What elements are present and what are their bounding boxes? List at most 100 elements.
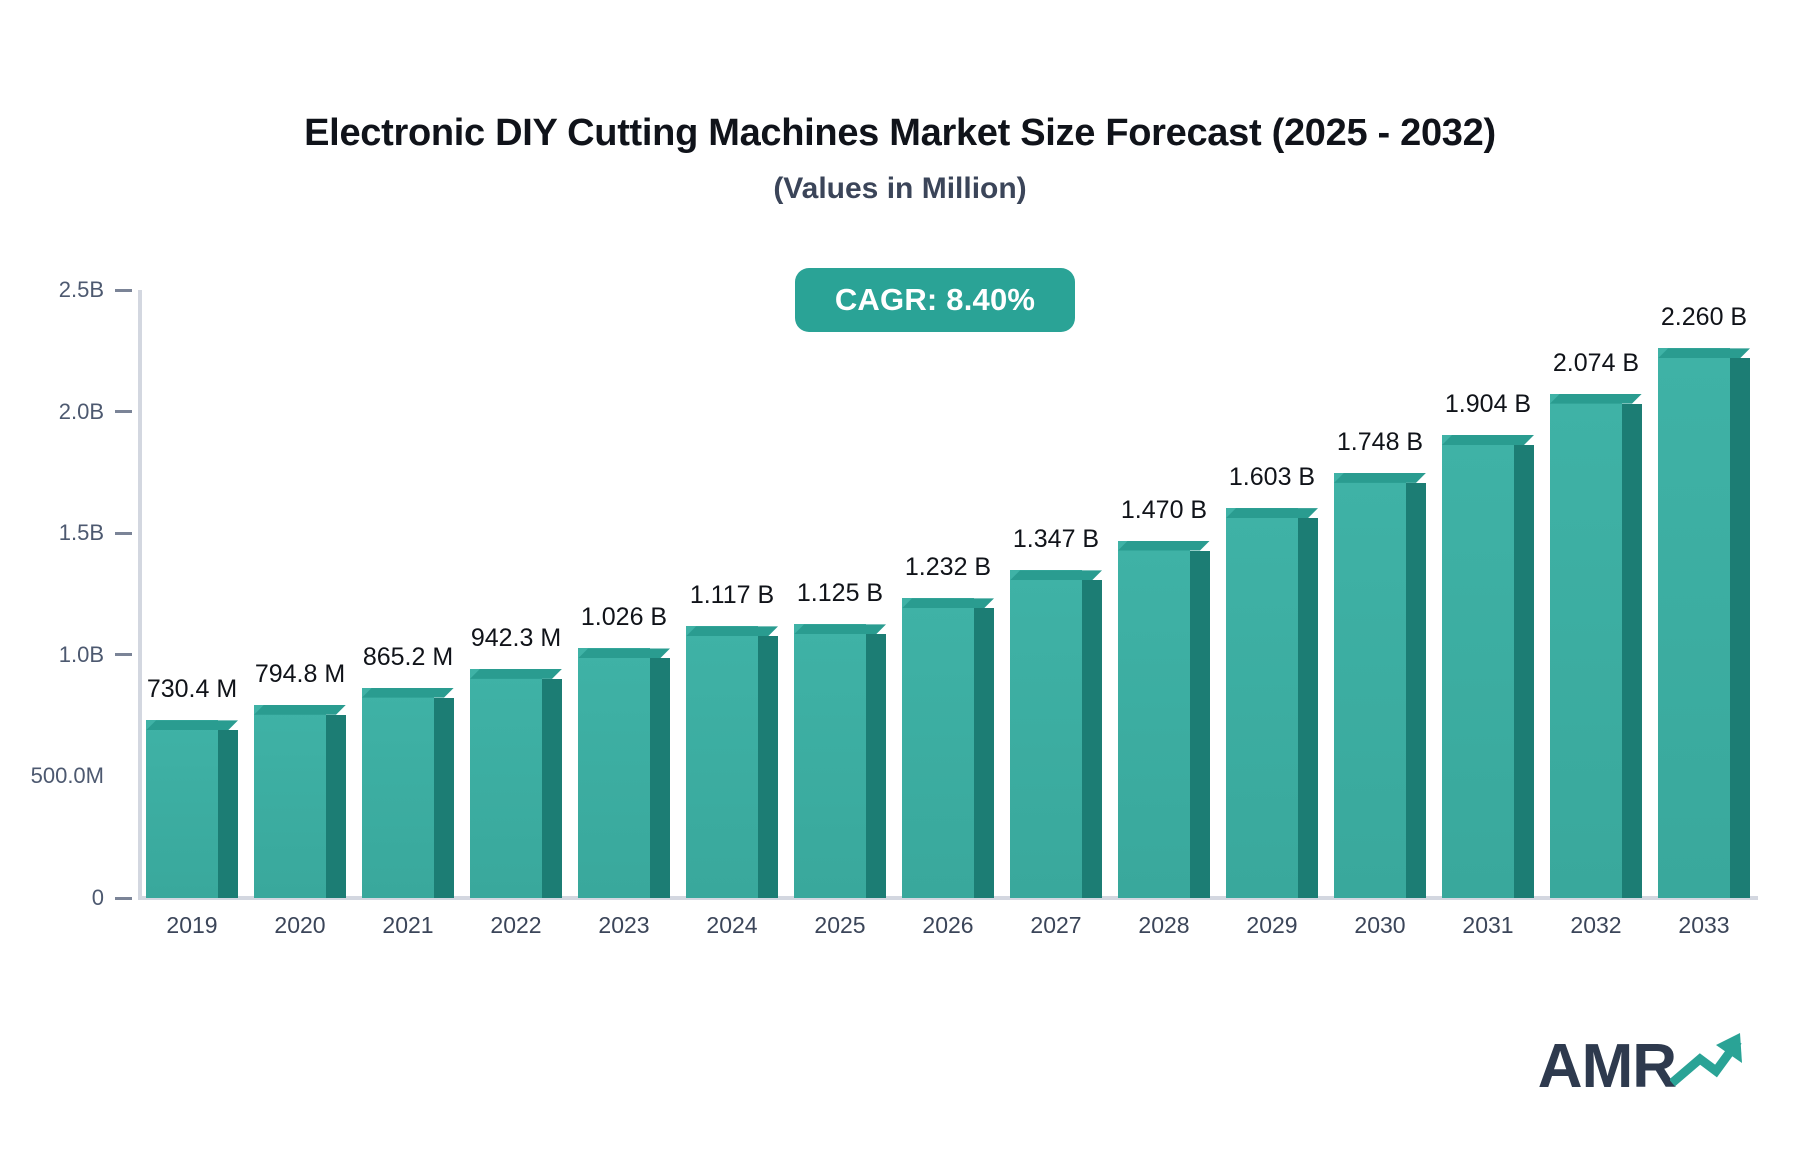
bar-side-face xyxy=(1190,550,1210,898)
x-axis-tick-label: 2028 xyxy=(1138,912,1190,938)
bar-slot: 1.117 B xyxy=(686,290,778,898)
bar-top-face xyxy=(1226,508,1318,519)
bar-2031[interactable]: 1.904 B xyxy=(1442,390,1534,898)
y-axis-tick: 1.5B xyxy=(0,520,132,546)
x-axis-tick-label: 2033 xyxy=(1678,912,1730,938)
bar-slot: 2.074 B xyxy=(1550,290,1642,898)
bar-2024[interactable]: 1.117 B xyxy=(686,581,778,898)
bar-side-face xyxy=(1622,403,1642,898)
amr-logo-text: AMR xyxy=(1537,1032,1677,1101)
bar-2029[interactable]: 1.603 B xyxy=(1226,463,1318,898)
bar-front-face xyxy=(578,648,650,898)
y-axis-tick-label: 1.0B xyxy=(58,641,104,667)
cagr-badge: CAGR: 8.40% xyxy=(795,268,1075,332)
bar-top-face xyxy=(902,598,994,609)
bar-2022[interactable]: 942.3 M xyxy=(470,624,562,898)
y-axis-tick-mark xyxy=(115,288,132,292)
bar-2020[interactable]: 794.8 M xyxy=(254,660,346,898)
bar-slot: 794.8 M xyxy=(254,290,346,898)
bar-side-face xyxy=(866,634,886,898)
bar-slot: 1.232 B xyxy=(902,290,994,898)
bar-top-face xyxy=(1658,348,1750,359)
bar-front-face xyxy=(794,624,866,898)
bar-value-label: 1.603 B xyxy=(1228,463,1316,492)
bar-front-face xyxy=(902,598,974,898)
bar-top-face xyxy=(578,648,670,659)
bar-side-face xyxy=(326,714,346,898)
bar-front-face xyxy=(470,668,542,898)
bar-slot: 1.603 B xyxy=(1226,290,1318,898)
bar-side-face xyxy=(218,730,238,898)
bar-value-label: 1.117 B xyxy=(689,581,775,610)
bar-value-label: 794.8 M xyxy=(254,659,346,688)
bar-top-face xyxy=(1118,540,1210,551)
bar-side-face xyxy=(434,697,454,898)
x-axis-tick-label: 2025 xyxy=(814,912,866,938)
bar-2026[interactable]: 1.232 B xyxy=(902,553,994,898)
bar-2023[interactable]: 1.026 B xyxy=(578,603,670,898)
bar-2027[interactable]: 1.347 B xyxy=(1010,525,1102,898)
x-axis-tick-label: 2022 xyxy=(490,912,542,938)
bar-2032[interactable]: 2.074 B xyxy=(1550,349,1642,898)
bar-2030[interactable]: 1.748 B xyxy=(1334,428,1426,898)
bar-value-label: 1.232 B xyxy=(904,553,992,582)
bar-value-label: 1.026 B xyxy=(580,603,668,632)
y-axis-tick: 1.0B xyxy=(0,642,132,668)
bar-side-face xyxy=(650,658,670,898)
bar-front-face xyxy=(1010,570,1082,898)
bar-slot: 865.2 M xyxy=(362,290,454,898)
x-axis-ticks: 2019 2020 2021 2022 2023 2024 2025 2026 2027 2028… xyxy=(138,912,1758,939)
y-axis-tick-label: 500.0M xyxy=(30,763,104,789)
bar-top-face xyxy=(254,704,346,715)
bar-side-face xyxy=(1730,358,1750,898)
bar-slot: 1.904 B xyxy=(1442,290,1534,898)
bar-value-label: 942.3 M xyxy=(470,623,562,652)
bar-front-face xyxy=(1550,393,1622,898)
x-axis-tick-label: 2023 xyxy=(598,912,650,938)
bar-slot: 942.3 M xyxy=(470,290,562,898)
bar-top-face xyxy=(686,626,778,637)
bar-side-face xyxy=(1406,482,1426,898)
x-axis-tick-label: 2024 xyxy=(706,912,758,938)
y-axis-tick-mark xyxy=(115,896,132,900)
bar-slot: 1.125 B xyxy=(794,290,886,898)
x-axis-tick-label: 2019 xyxy=(166,912,218,938)
bar-series: 730.4 M 794.8 M 865.2 M 942.3 M 1.026 B 1.117… xyxy=(138,290,1758,898)
bar-top-face xyxy=(1334,472,1426,483)
bar-value-label: 865.2 M xyxy=(362,642,454,671)
y-axis-tick-mark xyxy=(115,410,132,414)
x-axis-tick-label: 2026 xyxy=(922,912,974,938)
bar-value-label: 1.904 B xyxy=(1444,389,1532,418)
bar-slot: 1.748 B xyxy=(1334,290,1426,898)
amr-logo: AMR xyxy=(1538,1029,1744,1098)
bar-side-face xyxy=(1082,580,1102,898)
bar-value-label: 1.470 B xyxy=(1120,495,1208,524)
x-axis-tick-label: 2031 xyxy=(1462,912,1514,938)
bar-value-label: 730.4 M xyxy=(146,675,238,704)
bar-value-label: 2.260 B xyxy=(1660,303,1748,332)
bar-front-face xyxy=(146,720,218,898)
bar-2025[interactable]: 1.125 B xyxy=(794,579,886,898)
bar-value-label: 1.347 B xyxy=(1012,525,1100,554)
y-axis-tick: 2.0B xyxy=(0,399,132,425)
y-axis-tick: 0 xyxy=(0,885,132,911)
bar-top-face xyxy=(146,720,238,731)
bar-top-face xyxy=(1442,434,1534,445)
y-axis-tick-mark xyxy=(115,653,132,657)
growth-arrow-icon xyxy=(1669,1029,1744,1094)
bar-top-face xyxy=(1550,393,1642,404)
y-axis-tick-label: 2.0B xyxy=(58,398,104,424)
bar-2019[interactable]: 730.4 M xyxy=(146,675,238,898)
y-axis-tick-label: 1.5B xyxy=(58,520,104,546)
bar-top-face xyxy=(1010,570,1102,581)
bar-slot: 1.026 B xyxy=(578,290,670,898)
bar-2033[interactable]: 2.260 B xyxy=(1658,303,1750,898)
bar-front-face xyxy=(1442,434,1514,898)
bar-2028[interactable]: 1.470 B xyxy=(1118,496,1210,898)
bar-front-face xyxy=(1226,508,1298,898)
bar-front-face xyxy=(1334,472,1406,898)
bar-2021[interactable]: 865.2 M xyxy=(362,643,454,898)
x-axis-tick-label: 2032 xyxy=(1570,912,1622,938)
bar-front-face xyxy=(254,704,326,898)
